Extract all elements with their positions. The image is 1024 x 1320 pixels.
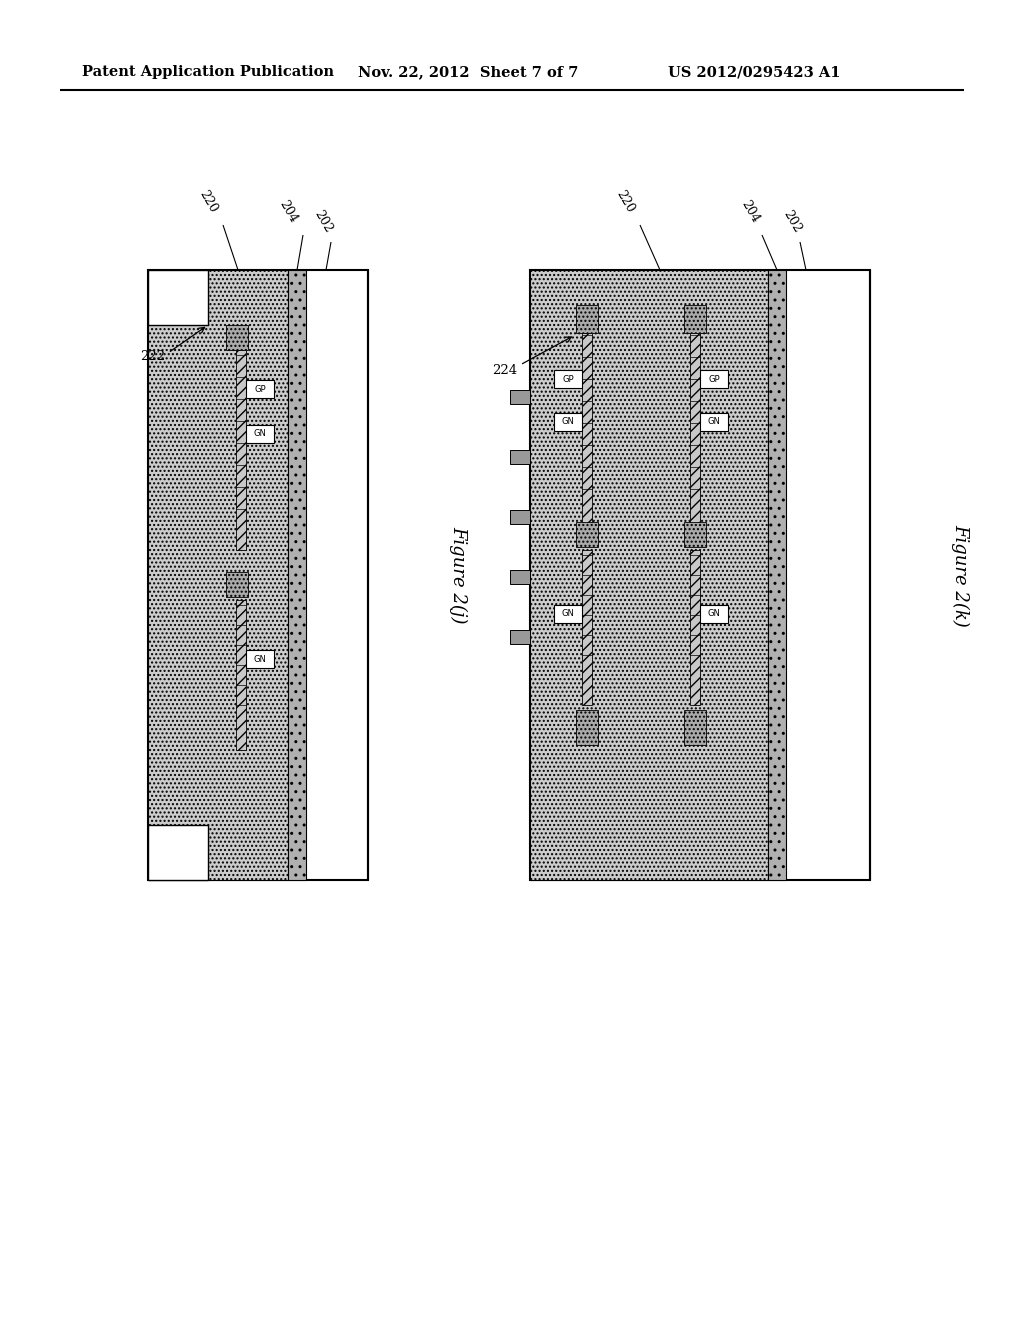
Bar bbox=[246, 649, 274, 668]
Text: US 2012/0295423 A1: US 2012/0295423 A1 bbox=[668, 65, 841, 79]
Text: 202: 202 bbox=[780, 209, 804, 235]
Bar bbox=[510, 630, 530, 644]
Bar bbox=[148, 271, 208, 325]
Bar bbox=[554, 413, 582, 432]
Text: 204: 204 bbox=[276, 198, 300, 224]
Bar bbox=[768, 271, 786, 880]
Bar bbox=[554, 370, 582, 388]
Bar bbox=[575, 305, 598, 333]
Bar bbox=[236, 350, 246, 550]
Bar bbox=[510, 570, 530, 583]
Text: Nov. 22, 2012  Sheet 7 of 7: Nov. 22, 2012 Sheet 7 of 7 bbox=[358, 65, 579, 79]
Bar bbox=[530, 271, 768, 880]
Text: GN: GN bbox=[254, 655, 266, 664]
Text: GP: GP bbox=[562, 375, 573, 384]
Text: 204: 204 bbox=[738, 198, 762, 224]
Text: GP: GP bbox=[709, 375, 720, 384]
Bar bbox=[510, 389, 530, 404]
Text: 222: 222 bbox=[140, 351, 166, 363]
Text: 202: 202 bbox=[311, 209, 335, 235]
Text: GN: GN bbox=[708, 610, 721, 619]
Text: Patent Application Publication: Patent Application Publication bbox=[82, 65, 334, 79]
Bar bbox=[236, 601, 246, 750]
Bar bbox=[684, 710, 706, 744]
Bar bbox=[148, 825, 208, 880]
Bar bbox=[690, 333, 700, 533]
Text: GP: GP bbox=[254, 384, 266, 393]
Text: Figure 2(j): Figure 2(j) bbox=[449, 527, 467, 624]
Text: Figure 2(k): Figure 2(k) bbox=[951, 524, 969, 627]
Bar bbox=[700, 413, 728, 432]
Bar bbox=[575, 521, 598, 546]
Bar bbox=[575, 710, 598, 744]
Bar bbox=[582, 333, 592, 533]
Bar bbox=[684, 305, 706, 333]
Bar bbox=[288, 271, 306, 880]
Bar bbox=[148, 271, 368, 880]
Bar bbox=[226, 325, 248, 350]
Bar bbox=[690, 550, 700, 705]
Text: GN: GN bbox=[561, 610, 574, 619]
Bar bbox=[510, 450, 530, 465]
Bar bbox=[582, 550, 592, 705]
Bar bbox=[700, 370, 728, 388]
Bar bbox=[246, 380, 274, 399]
Bar bbox=[700, 605, 728, 623]
Bar bbox=[684, 521, 706, 546]
Bar bbox=[530, 271, 870, 880]
Bar bbox=[246, 425, 274, 444]
Text: GN: GN bbox=[254, 429, 266, 438]
Text: GN: GN bbox=[561, 417, 574, 426]
Text: GN: GN bbox=[708, 417, 721, 426]
Text: 220: 220 bbox=[613, 187, 637, 215]
Bar bbox=[554, 605, 582, 623]
Bar bbox=[510, 510, 530, 524]
Bar bbox=[226, 572, 248, 597]
Text: 224: 224 bbox=[493, 363, 517, 376]
Bar bbox=[148, 271, 288, 880]
Text: 220: 220 bbox=[197, 187, 219, 215]
